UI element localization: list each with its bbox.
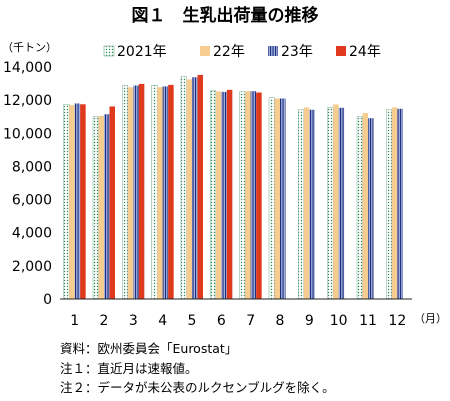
y-tick-label: 10,000 xyxy=(3,126,52,142)
bar xyxy=(192,77,198,300)
y-tick-label: 6,000 xyxy=(12,193,52,209)
bar xyxy=(333,104,339,299)
bar xyxy=(368,118,374,300)
y-tick-label: 14,000 xyxy=(3,60,52,76)
note-1: 注１：直近月は速報値。 xyxy=(60,360,198,376)
bar xyxy=(274,98,280,300)
bar xyxy=(157,87,163,299)
bar xyxy=(180,76,187,300)
y-tick-label: 4,000 xyxy=(12,226,52,242)
bar xyxy=(98,115,104,299)
x-tick-label: 10 xyxy=(330,313,348,329)
y-tick-label: 8,000 xyxy=(12,159,52,175)
bars xyxy=(63,74,403,300)
legend-swatch xyxy=(103,45,115,57)
note-2: 注２：データが未公表のルクセンブルグを除く。 xyxy=(60,380,335,395)
bar xyxy=(92,116,99,300)
x-tick-label: 8 xyxy=(276,313,285,329)
bar xyxy=(280,98,286,300)
bar xyxy=(391,107,398,300)
y-axis-ticks: 0 2,000 4,000 6,000 8,000 10,000 12,000 14,000 xyxy=(3,60,52,308)
bar xyxy=(168,84,174,300)
source-note: 資料：欧州委員会「Eurostat」 xyxy=(60,341,238,356)
chart-title: 図１ 生乳出荷量の推移 xyxy=(132,5,319,26)
bar xyxy=(69,105,75,299)
bar xyxy=(239,91,246,300)
bar xyxy=(250,91,257,299)
bar xyxy=(138,83,145,300)
bar xyxy=(303,107,310,300)
bar xyxy=(268,97,275,300)
x-tick-label: 1 xyxy=(70,313,79,329)
bar xyxy=(298,109,305,300)
legend: 2021年 22年 23年 24年 xyxy=(103,44,381,60)
bar xyxy=(133,85,139,299)
y-tick-label: 12,000 xyxy=(3,93,52,109)
bar xyxy=(80,104,86,299)
bar xyxy=(63,104,70,300)
legend-label: 23年 xyxy=(281,44,313,60)
bar xyxy=(327,107,334,300)
x-tick-label: 7 xyxy=(246,313,255,329)
bar xyxy=(127,87,134,299)
bar xyxy=(356,116,363,300)
chart: 図１ 生乳出荷量の推移 （千トン） （月） 2021年 22年 23年 24年 0 2,… xyxy=(2,5,447,329)
bar xyxy=(245,91,251,299)
bar xyxy=(386,109,393,300)
bar xyxy=(186,79,192,300)
bar xyxy=(197,74,203,299)
y-tick-label: 2,000 xyxy=(12,259,52,275)
bar xyxy=(397,108,403,299)
bar xyxy=(309,109,315,299)
bar xyxy=(162,86,169,299)
x-axis-ticks: 1 2 3 4 5 6 7 8 9 10 11 12 xyxy=(70,313,406,329)
x-tick-label: 9 xyxy=(305,313,314,329)
bar xyxy=(109,106,115,299)
chart-notes: 資料：欧州委員会「Eurostat」 注１：直近月は速報値。 注２：データが未公… xyxy=(60,339,335,398)
legend-swatch xyxy=(200,46,210,56)
y-tick-label: 0 xyxy=(43,292,52,308)
x-tick-label: 3 xyxy=(129,313,138,329)
bar xyxy=(256,92,262,300)
x-tick-label: 4 xyxy=(158,313,167,329)
legend-label: 2021年 xyxy=(117,44,167,60)
bar xyxy=(338,107,345,300)
x-tick-label: 5 xyxy=(188,313,197,329)
legend-label: 22年 xyxy=(213,44,245,60)
x-tick-label: 11 xyxy=(359,313,377,329)
legend-swatch xyxy=(336,46,346,56)
bar xyxy=(210,90,217,300)
bar xyxy=(74,103,81,300)
legend-swatch xyxy=(268,46,278,56)
bar xyxy=(221,91,227,299)
x-tick-label: 2 xyxy=(100,313,109,329)
x-tick-label: 12 xyxy=(388,313,406,329)
bar xyxy=(122,85,129,300)
y-axis-unit: （千トン） xyxy=(2,41,57,54)
bar xyxy=(104,114,110,299)
x-tick-label: 6 xyxy=(217,313,226,329)
legend-label: 24年 xyxy=(349,44,381,60)
bar xyxy=(362,113,368,299)
bar xyxy=(151,85,158,300)
x-axis-unit: （月） xyxy=(414,312,447,325)
bar xyxy=(226,89,233,300)
bar xyxy=(215,91,222,299)
